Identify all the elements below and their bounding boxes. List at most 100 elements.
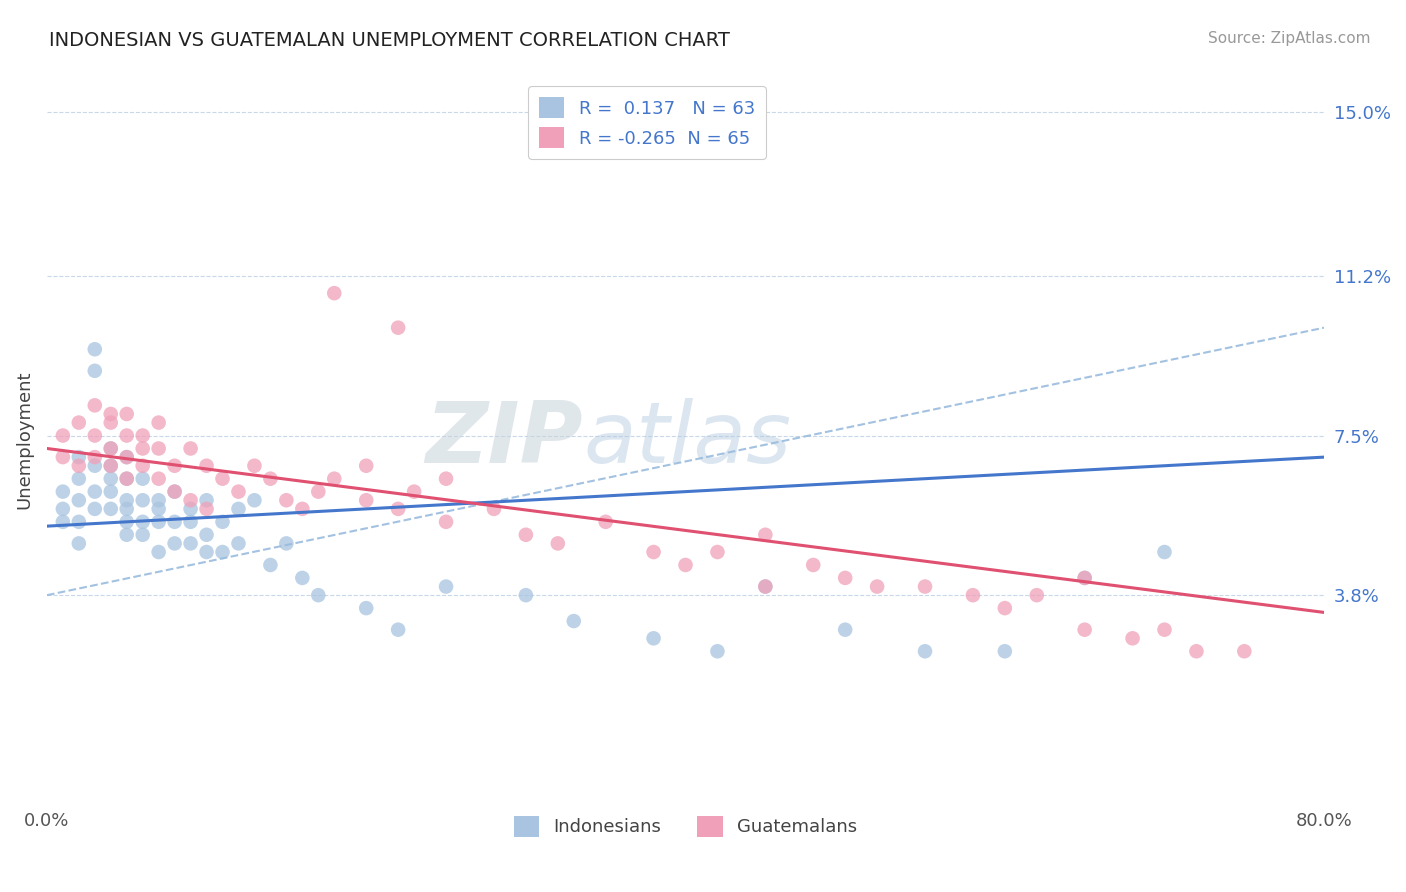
Point (1122, 632, 1144, 646)
Point (276, 536, 298, 550)
Point (180, 493, 202, 508)
Point (83, 484, 105, 499)
Point (643, 545, 665, 559)
Point (180, 501, 202, 516)
Point (67, 493, 90, 508)
Point (131, 528, 153, 542)
Text: atlas: atlas (583, 399, 792, 482)
Point (67, 450, 90, 464)
Point (148, 545, 170, 559)
Point (1025, 588, 1047, 602)
Point (83, 343, 105, 357)
Point (387, 320, 409, 334)
Point (994, 644, 1017, 658)
Point (100, 484, 122, 499)
Point (180, 536, 202, 550)
Point (515, 588, 537, 602)
Point (131, 428, 153, 442)
Point (434, 472, 457, 486)
Point (148, 501, 170, 516)
Point (163, 536, 186, 550)
Point (866, 580, 889, 594)
Point (115, 501, 138, 516)
Point (1185, 644, 1208, 658)
Point (211, 472, 233, 486)
Point (67, 458, 90, 473)
Point (115, 472, 138, 486)
Point (404, 484, 426, 499)
Point (195, 501, 218, 516)
Point (100, 472, 122, 486)
Point (131, 458, 153, 473)
Point (962, 588, 984, 602)
Point (307, 484, 329, 499)
Point (211, 545, 233, 559)
Point (148, 515, 170, 529)
Point (259, 472, 281, 486)
Text: INDONESIAN VS GUATEMALAN UNEMPLOYMENT CORRELATION CHART: INDONESIAN VS GUATEMALAN UNEMPLOYMENT CO… (49, 31, 730, 50)
Point (83, 364, 105, 378)
Point (52, 515, 75, 529)
Point (323, 286, 346, 301)
Point (259, 558, 281, 572)
Point (195, 528, 218, 542)
Point (1153, 623, 1175, 637)
Point (834, 623, 856, 637)
Point (115, 407, 138, 421)
Point (1233, 644, 1256, 658)
Point (83, 501, 105, 516)
Point (115, 428, 138, 442)
Point (754, 580, 776, 594)
Point (52, 501, 75, 516)
Point (801, 558, 824, 572)
Point (914, 580, 936, 594)
Text: ZIP: ZIP (426, 399, 583, 482)
Point (83, 450, 105, 464)
Point (387, 501, 409, 516)
Point (115, 450, 138, 464)
Point (243, 493, 266, 508)
Point (131, 442, 153, 456)
Point (83, 428, 105, 442)
Point (754, 580, 776, 594)
Point (291, 571, 314, 585)
Point (115, 515, 138, 529)
Point (100, 442, 122, 456)
Point (276, 493, 298, 508)
Point (547, 536, 569, 550)
Point (67, 472, 90, 486)
Point (67, 416, 90, 430)
Point (228, 501, 250, 516)
Point (100, 442, 122, 456)
Point (67, 515, 90, 529)
Point (434, 580, 457, 594)
Point (354, 493, 377, 508)
Y-axis label: Unemployment: Unemployment (15, 370, 32, 509)
Point (180, 515, 202, 529)
Point (83, 398, 105, 412)
Point (291, 501, 314, 516)
Point (83, 458, 105, 473)
Point (115, 450, 138, 464)
Point (195, 493, 218, 508)
Point (228, 536, 250, 550)
Point (52, 484, 75, 499)
Point (387, 623, 409, 637)
Point (100, 458, 122, 473)
Point (994, 601, 1017, 615)
Point (148, 472, 170, 486)
Point (52, 428, 75, 442)
Legend: Indonesians, Guatemalans: Indonesians, Guatemalans (506, 809, 865, 844)
Point (163, 484, 186, 499)
Point (754, 528, 776, 542)
Point (195, 545, 218, 559)
Point (1073, 623, 1095, 637)
Point (148, 442, 170, 456)
Point (562, 614, 585, 628)
Point (100, 458, 122, 473)
Point (1153, 545, 1175, 559)
Point (211, 515, 233, 529)
Point (148, 416, 170, 430)
Point (131, 493, 153, 508)
Point (100, 407, 122, 421)
